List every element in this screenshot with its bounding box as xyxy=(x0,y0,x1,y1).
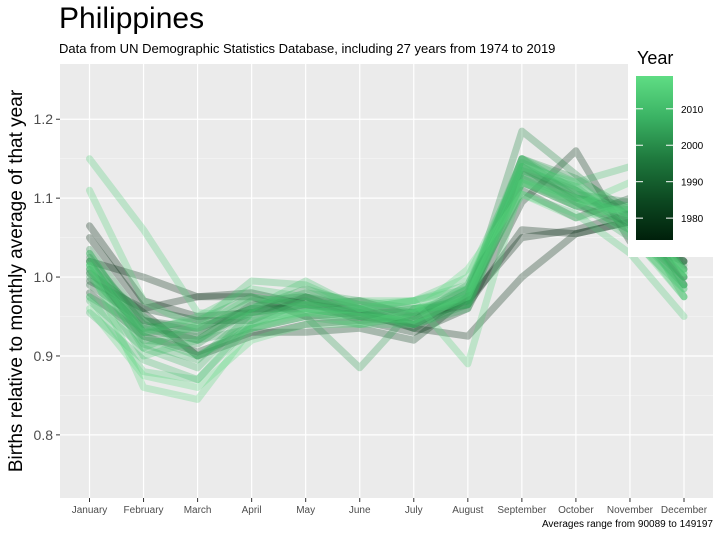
legend: Year 1980 1990 2000 2010 xyxy=(628,42,716,257)
series-line-1976 xyxy=(86,218,688,320)
y-axis-label: Births relative to monthly average of th… xyxy=(6,89,27,472)
series-line-2017 xyxy=(86,178,688,403)
legend-title: Year xyxy=(637,48,673,68)
y-axis: 0.8 0.9 1.0 1.1 1.2 xyxy=(34,111,60,443)
series-line-1975 xyxy=(86,210,688,328)
series-line-2011 xyxy=(86,155,688,352)
x-tick-label: November xyxy=(607,505,654,516)
x-tick-label: September xyxy=(497,505,547,516)
series-line-1996 xyxy=(86,163,688,344)
series-line-1990 xyxy=(86,171,688,332)
series-line-2010 xyxy=(86,174,688,384)
series-line-2006 xyxy=(86,155,688,336)
x-tick-label: October xyxy=(558,505,594,516)
series-line-1993 xyxy=(86,163,688,340)
series-line-2005 xyxy=(86,174,688,360)
chart-title: Philippines xyxy=(59,2,205,35)
series-line-2003 xyxy=(86,167,688,332)
x-tick-label: January xyxy=(72,505,108,516)
x-tick-label: April xyxy=(242,505,262,516)
grid-lines xyxy=(60,64,713,498)
y-tick-label: 0.8 xyxy=(34,427,54,443)
plot-panel xyxy=(60,64,713,498)
series-line-2013 xyxy=(86,163,688,336)
series-line-2001 xyxy=(86,155,688,348)
x-tick-label: December xyxy=(661,505,708,516)
series-line-1980 xyxy=(86,147,688,360)
series-line-2004 xyxy=(86,155,688,372)
y-tick-label: 0.9 xyxy=(34,348,54,364)
legend-tick-label: 2000 xyxy=(681,141,704,152)
series-line-1999 xyxy=(86,127,688,336)
x-tick-label: August xyxy=(452,505,483,516)
series-line-2016 xyxy=(86,178,688,368)
x-tick-label: July xyxy=(405,505,423,516)
legend-tick-label: 2010 xyxy=(681,105,704,116)
legend-tick-label: 1990 xyxy=(681,178,704,189)
series-line-2007 xyxy=(86,167,688,364)
chart-subtitle: Data from UN Demographic Statistics Data… xyxy=(59,41,556,56)
series-line-2018 xyxy=(86,190,688,391)
series-line-2014 xyxy=(86,190,688,384)
legend-colorbar xyxy=(636,76,673,240)
x-tick-label: June xyxy=(349,505,371,516)
x-tick-label: May xyxy=(296,505,315,516)
series-line-2015 xyxy=(86,155,688,320)
x-tick-label: February xyxy=(124,505,164,516)
series-line-2008 xyxy=(86,178,688,372)
series-line-1978 xyxy=(86,218,688,340)
x-axis: January February March April May June July Augu… xyxy=(72,498,708,516)
legend-ticks: 1980 1990 2000 2010 xyxy=(636,105,704,225)
y-tick-label: 1.0 xyxy=(34,269,54,285)
x-tick-label: March xyxy=(184,505,212,516)
legend-tick-label: 1980 xyxy=(681,214,704,225)
series-line-1983 xyxy=(86,178,688,356)
y-tick-label: 1.2 xyxy=(34,111,54,127)
series-line-2012 xyxy=(86,171,688,360)
y-tick-label: 1.1 xyxy=(34,190,54,206)
series-line-1986 xyxy=(86,186,688,328)
series-line-2009 xyxy=(86,159,688,360)
series-lines xyxy=(86,127,688,403)
chart-caption: Averages range from 90089 to 149197 xyxy=(541,519,713,530)
